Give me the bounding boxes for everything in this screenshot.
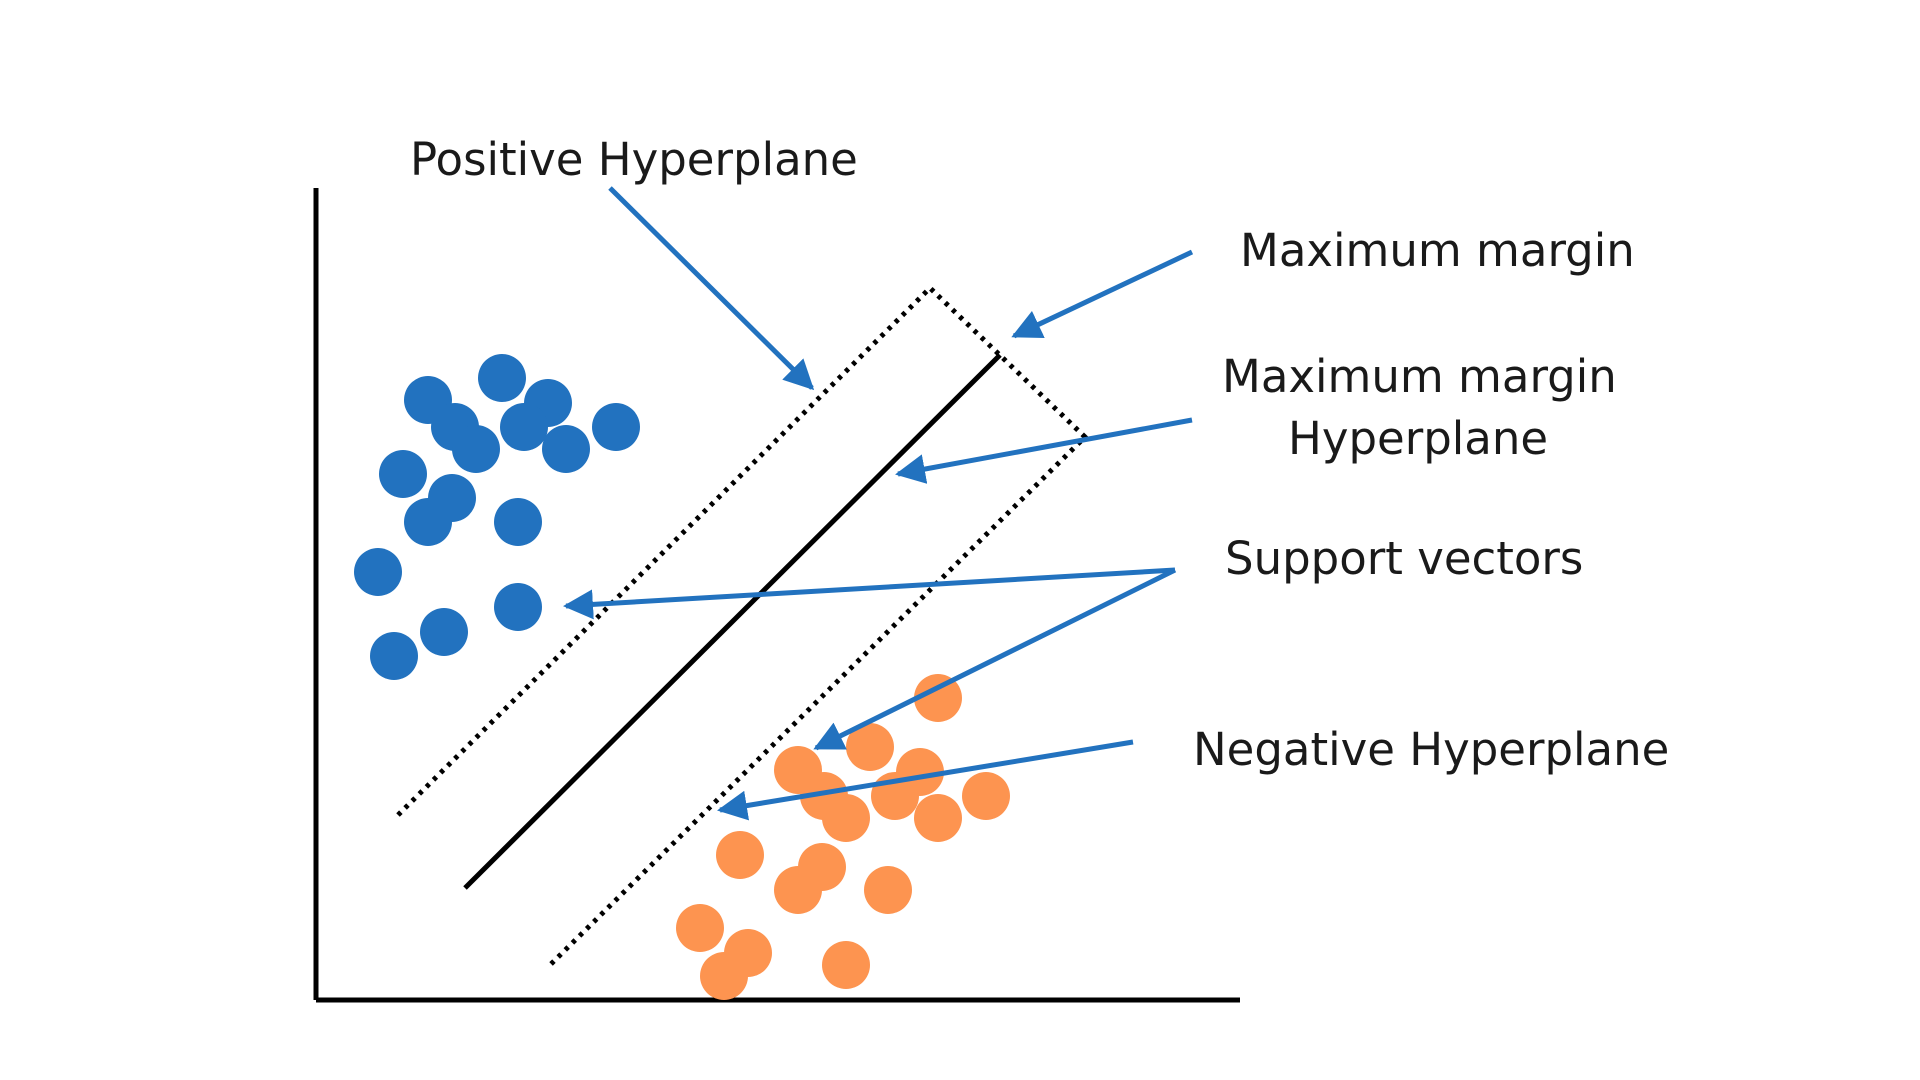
negative-point: [774, 866, 822, 914]
maximum-margin-hyperplane-line: [463, 353, 1002, 890]
positive-point: [404, 498, 452, 546]
support-vectors-arrow-negative: [813, 567, 1177, 751]
positive-point: [500, 403, 548, 451]
negative-hyperplane-arrow: [717, 739, 1134, 821]
negative-point: [822, 794, 870, 842]
support-vectors-arrow-positive: [563, 567, 1176, 620]
maximum-margin-hyperplane-label-line2: Hyperplane: [1288, 412, 1548, 465]
maximum-margin-hyperplane-arrow: [895, 417, 1193, 484]
positive-point: [494, 583, 542, 631]
negative-point: [676, 904, 724, 952]
positive-point: [379, 450, 427, 498]
negative-point: [700, 952, 748, 1000]
positive-point: [494, 498, 542, 546]
maximum-margin-hyperplane-label-line1: Maximum margin: [1222, 350, 1617, 403]
negative-point: [822, 941, 870, 989]
positive-hyperplane-label: Positive Hyperplane: [410, 133, 858, 186]
support-vectors-label: Support vectors: [1225, 532, 1583, 585]
negative-point: [716, 831, 764, 879]
positive-point: [592, 403, 640, 451]
annotation-arrows: [563, 186, 1194, 821]
positive-point: [354, 548, 402, 596]
positive-point: [478, 354, 526, 402]
negative-point: [914, 794, 962, 842]
positive-point: [370, 632, 418, 680]
positive-point: [420, 608, 468, 656]
positive-point: [542, 425, 590, 473]
negative-point: [962, 772, 1010, 820]
negative-class-points: [676, 674, 1010, 1000]
maximum-margin-label: Maximum margin: [1240, 224, 1635, 277]
positive-hyperplane-arrow: [608, 186, 815, 391]
maximum-margin-arrow: [1011, 249, 1194, 339]
negative-point: [846, 723, 894, 771]
negative-point: [914, 674, 962, 722]
positive-point: [452, 425, 500, 473]
negative-point: [864, 866, 912, 914]
negative-hyperplane-label: Negative Hyperplane: [1193, 723, 1669, 776]
positive-class-points: [354, 354, 640, 680]
